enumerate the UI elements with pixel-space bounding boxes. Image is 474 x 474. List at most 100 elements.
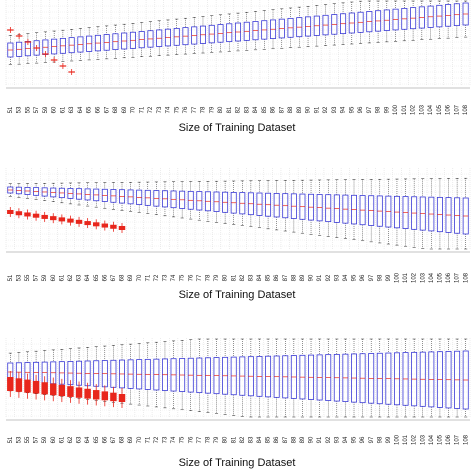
blue-box-92 xyxy=(322,4,329,46)
x-tick-label: 87 xyxy=(283,436,289,443)
x-tick-label: 85 xyxy=(266,274,272,281)
x-tick-label: 64 xyxy=(85,436,91,443)
x-tick-label: 69 xyxy=(128,274,134,281)
x-tick-label: 106 xyxy=(446,434,452,445)
blue-box-91 xyxy=(313,5,320,47)
x-axis-label: Size of Training Dataset xyxy=(179,122,296,134)
blue-box-87 xyxy=(282,180,289,232)
blue-box-69 xyxy=(127,343,134,405)
blue-box-77 xyxy=(191,17,198,54)
x-tick-label: 78 xyxy=(206,274,212,281)
blue-box-98 xyxy=(376,338,383,418)
blue-box-64 xyxy=(77,28,84,61)
blue-box-107 xyxy=(454,338,461,418)
blue-box-77 xyxy=(196,181,203,221)
x-tick-label: 86 xyxy=(274,436,280,443)
blue-box-84 xyxy=(256,338,263,418)
x-tick-label: 79 xyxy=(214,274,220,281)
blue-box-67 xyxy=(110,182,117,210)
blue-box-99 xyxy=(385,178,392,245)
x-tick-label: 95 xyxy=(349,106,355,113)
blue-box-70 xyxy=(136,181,143,213)
red-box-51 xyxy=(7,207,14,217)
blue-box-59 xyxy=(42,31,49,63)
x-tick-label: 76 xyxy=(188,274,194,281)
x-tick-label: 98 xyxy=(376,106,382,113)
x-tick-label: 51 xyxy=(8,274,14,281)
blue-box-67 xyxy=(103,25,110,60)
blue-box-81 xyxy=(230,180,237,225)
blue-box-76 xyxy=(182,17,189,55)
red-box-60 xyxy=(50,213,57,224)
blue-box-72 xyxy=(153,341,160,408)
blue-box-96 xyxy=(359,179,366,242)
blue-box-95 xyxy=(351,338,357,418)
x-tick-label: 73 xyxy=(163,274,169,281)
red-box-61 xyxy=(58,214,66,225)
blue-box-61 xyxy=(59,29,66,62)
x-tick-label: 92 xyxy=(326,436,332,443)
x-tick-label: 84 xyxy=(257,436,263,443)
red-box-66 xyxy=(101,220,109,231)
x-tick-label: 71 xyxy=(145,436,151,443)
x-tick-label: 53 xyxy=(16,274,22,281)
x-tick-label: 103 xyxy=(419,104,425,115)
red-box-63 xyxy=(68,69,75,75)
red-box-53 xyxy=(15,33,23,39)
x-tick-label: 104 xyxy=(429,272,435,283)
blue-box-88 xyxy=(290,180,297,233)
red-box-61 xyxy=(58,378,66,403)
x-tick-label: 65 xyxy=(94,436,100,443)
x-tick-label: 91 xyxy=(317,436,323,443)
x-tick-label: 94 xyxy=(343,274,349,281)
x-tick-label: 99 xyxy=(386,274,392,281)
blue-box-69 xyxy=(121,23,128,59)
blue-box-106 xyxy=(445,338,452,418)
blue-box-88 xyxy=(290,338,297,418)
blue-box-95 xyxy=(348,1,355,45)
x-tick-label: 105 xyxy=(438,272,444,283)
x-tick-label: 70 xyxy=(137,274,143,281)
x-tick-label: 68 xyxy=(113,106,119,113)
blue-box-91 xyxy=(316,338,323,418)
blue-box-103 xyxy=(419,178,426,249)
blue-box-85 xyxy=(265,180,272,230)
x-axis-label: Size of Training Dataset xyxy=(179,289,296,301)
red-box-59 xyxy=(42,51,49,57)
blue-box-51 xyxy=(7,183,14,197)
blue-box-61 xyxy=(58,182,65,204)
x-tick-label: 88 xyxy=(291,436,297,443)
blue-box-64 xyxy=(84,182,91,207)
blue-box-89 xyxy=(299,338,306,418)
red-box-60 xyxy=(50,57,58,63)
x-tick-label: 83 xyxy=(248,274,254,281)
blue-box-102 xyxy=(410,0,417,41)
blue-box-53 xyxy=(16,34,23,65)
x-tick-label: 81 xyxy=(231,436,237,443)
red-box-68 xyxy=(118,223,126,233)
x-tick-label: 59 xyxy=(42,274,48,281)
blue-box-100 xyxy=(393,338,400,418)
x-tick-label: 82 xyxy=(236,106,242,113)
x-tick-label: 71 xyxy=(139,106,145,113)
x-tick-label: 75 xyxy=(180,436,186,443)
x-tick-label: 96 xyxy=(360,274,366,281)
blue-box-83 xyxy=(247,338,254,418)
blue-box-80 xyxy=(222,338,229,415)
x-tick-label: 84 xyxy=(257,274,263,281)
red-box-51 xyxy=(7,371,14,397)
red-box-62 xyxy=(67,215,74,226)
blue-box-78 xyxy=(204,181,211,222)
blue-box-105 xyxy=(436,338,443,418)
x-tick-label: 64 xyxy=(85,274,91,281)
x-tick-label: 55 xyxy=(25,436,31,443)
blue-box-93 xyxy=(331,3,338,46)
red-box-60 xyxy=(50,377,57,402)
x-tick-label: 89 xyxy=(300,274,306,281)
blue-box-86 xyxy=(273,338,280,418)
x-tick-label: 73 xyxy=(163,436,169,443)
blue-box-55 xyxy=(24,33,31,64)
chart-panel-2: 51 53 55 57 59 60 61 62 63 64 65 66 67 68 69 70 71 72 73 74… xyxy=(5,168,471,301)
x-tick-label: 83 xyxy=(244,106,250,113)
x-tick-label: 107 xyxy=(455,272,461,283)
